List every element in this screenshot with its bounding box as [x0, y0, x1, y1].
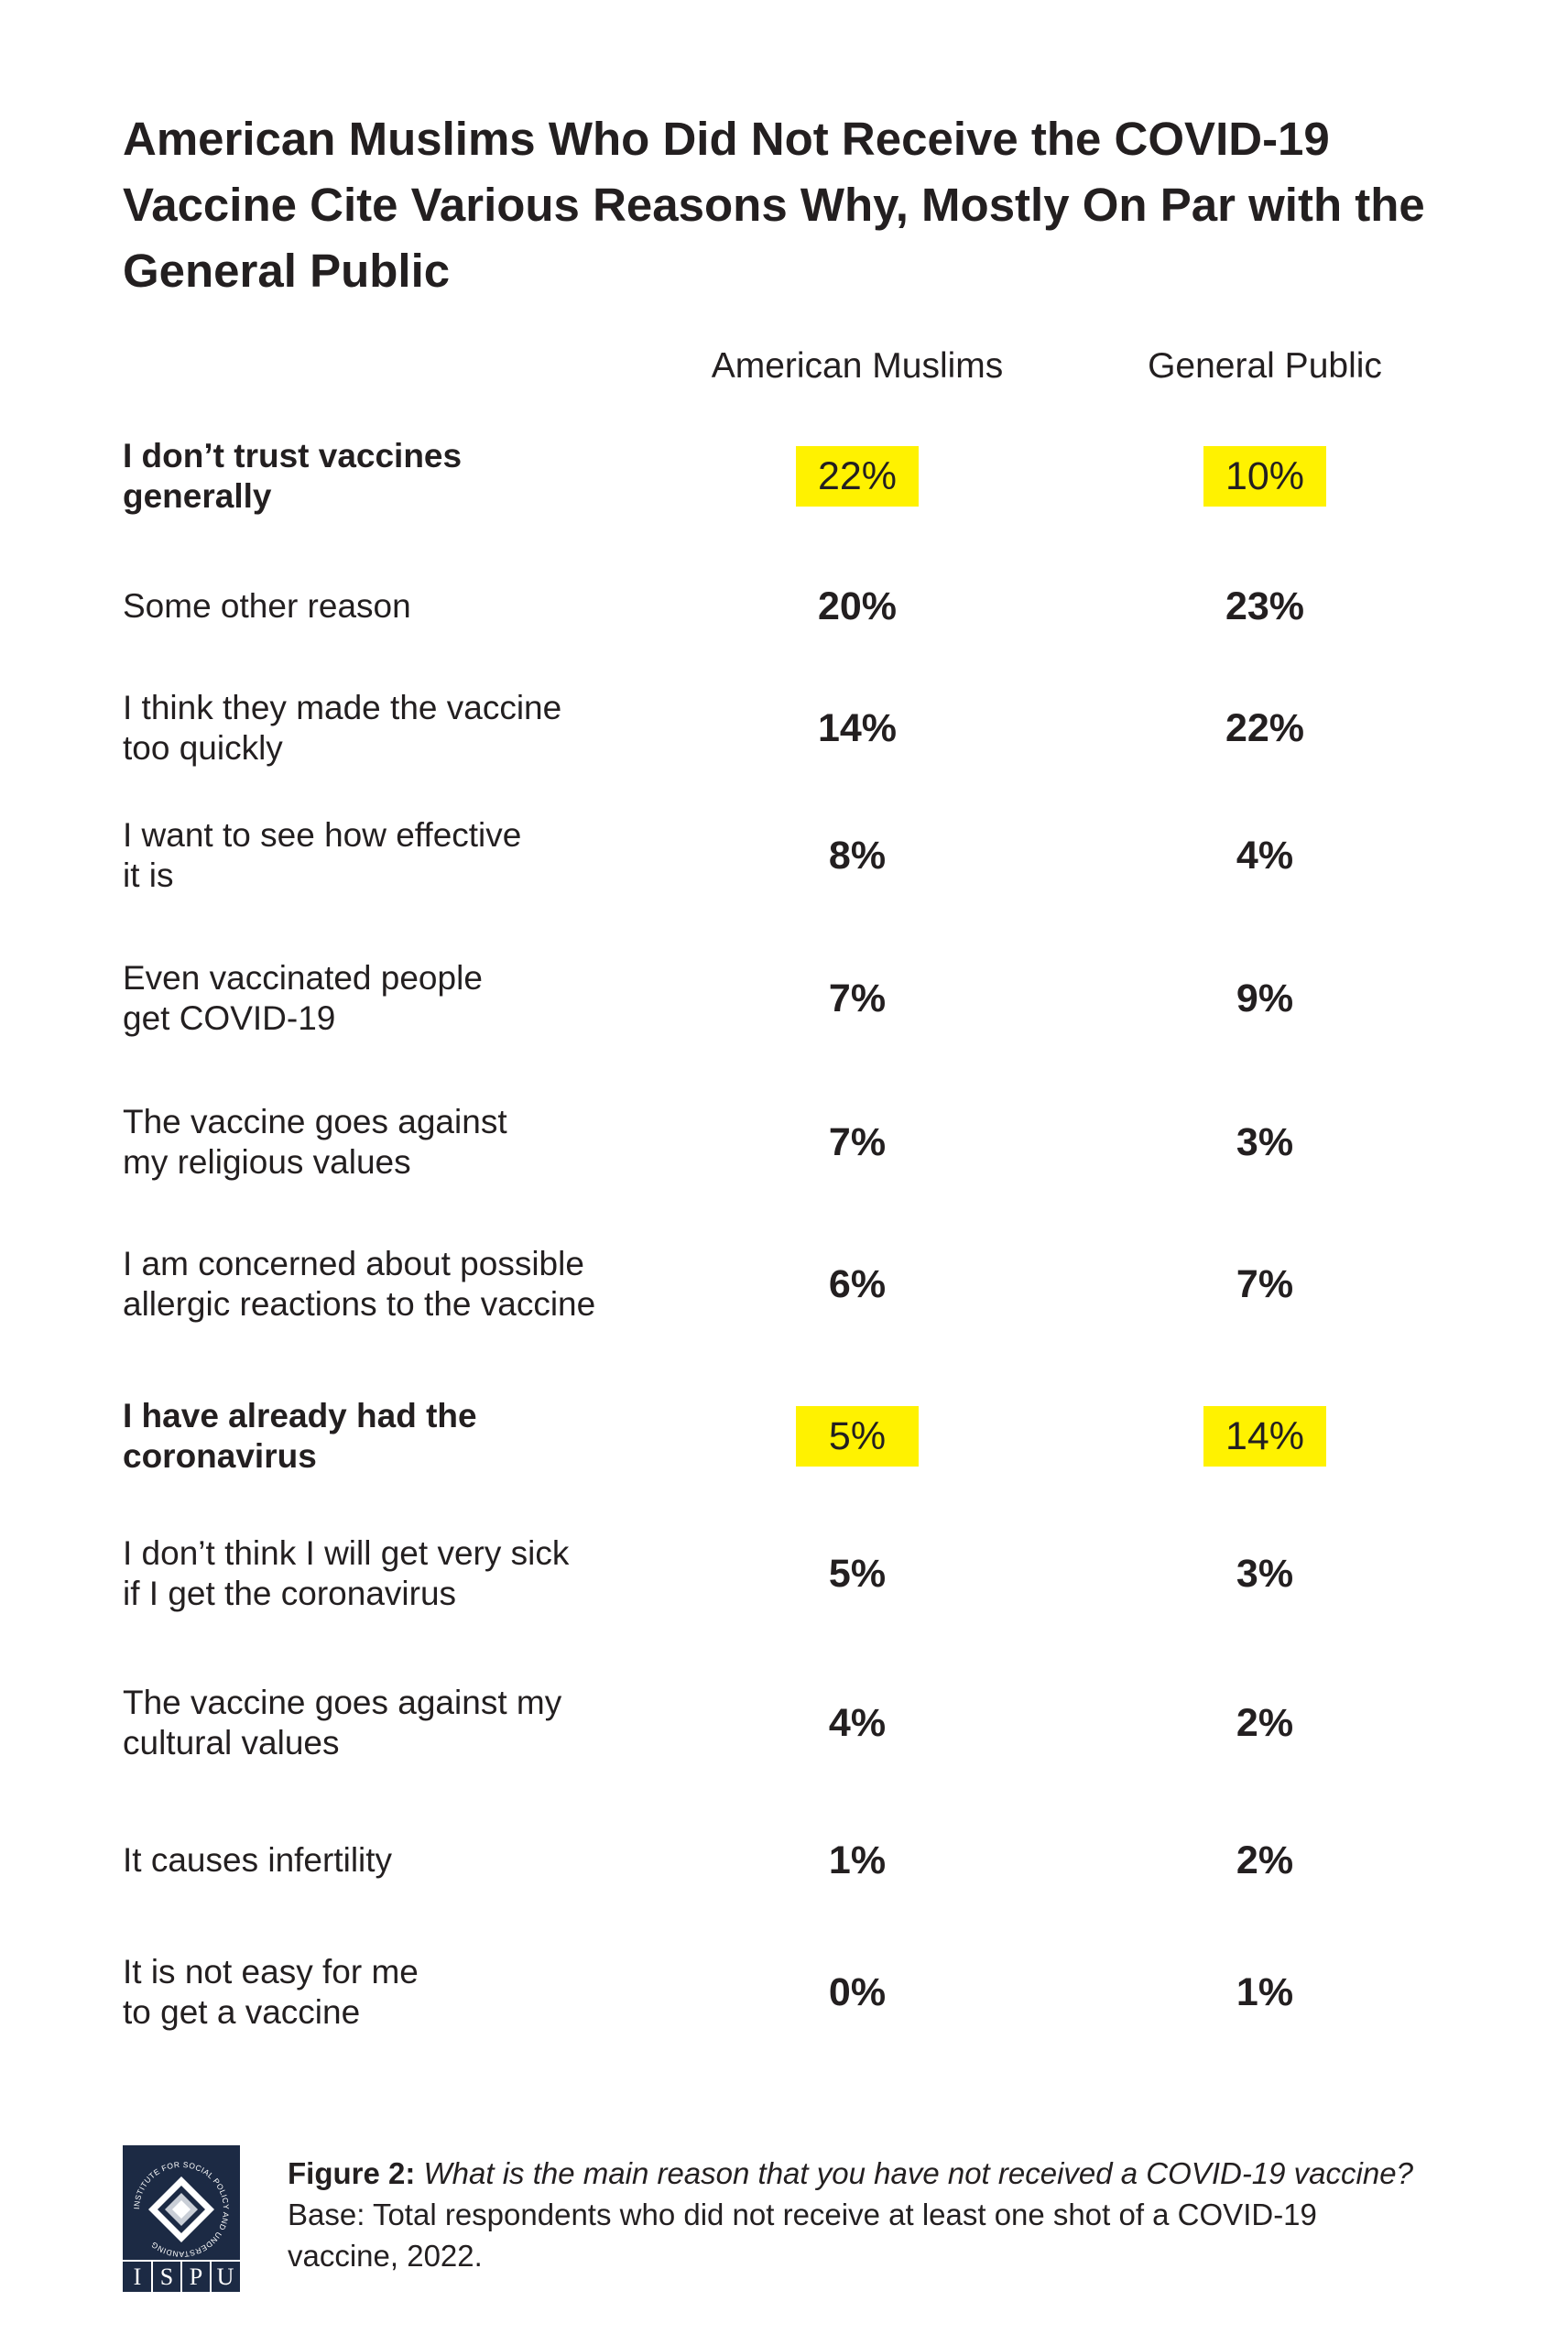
highlighted-value: 22% [796, 446, 919, 507]
value: 7% [828, 976, 887, 1020]
caption: Figure 2: What is the main reason that y… [288, 2153, 1423, 2276]
logo: INSTITUTE FOR SOCIAL POLICY AND UNDERSTA… [123, 2145, 240, 2292]
caption-label: Figure 2: [288, 2156, 416, 2190]
row-label-line: too quickly [123, 729, 283, 767]
row-label-line: I want to see how effective [123, 816, 522, 854]
row-label: The vaccine goes against my religious val… [123, 1102, 709, 1183]
caption-base: Base: Total respondents who did not rece… [288, 2198, 1317, 2273]
value: 7% [1236, 1262, 1294, 1306]
value: 8% [828, 834, 887, 878]
row-label: I think they made the vaccine too quickly [123, 688, 709, 769]
row-label-line: cultural values [123, 1724, 340, 1761]
value: 3% [1236, 1120, 1294, 1164]
value: 20% [817, 584, 898, 628]
logo-letter: I [134, 2263, 142, 2290]
row-label: I don’t trust vaccines generally [123, 436, 709, 517]
row-label-line: I am concerned about possible [123, 1245, 584, 1282]
row-label-line: to get a vaccine [123, 1993, 361, 2031]
highlighted-value: 5% [796, 1406, 919, 1467]
value: 23% [1225, 584, 1305, 628]
row-label-line: Even vaccinated people [123, 959, 483, 997]
value: 4% [1236, 834, 1294, 878]
row-label-line: The vaccine goes against [123, 1103, 507, 1140]
row-label-line: The vaccine goes against my [123, 1684, 562, 1721]
value: 1% [828, 1838, 887, 1882]
row-label: It causes infertility [123, 1840, 709, 1881]
row-label: I want to see how effective it is [123, 815, 709, 896]
value: 2% [1236, 1838, 1294, 1882]
value: 4% [828, 1701, 887, 1745]
row-label-line: allergic reactions to the vaccine [123, 1285, 596, 1323]
row-label-line: get COVID-19 [123, 999, 336, 1037]
value: 9% [1236, 976, 1294, 1020]
column-header: American Muslims [711, 346, 1004, 386]
row-label: I am concerned about possible allergic re… [123, 1244, 709, 1325]
value: 5% [828, 1552, 887, 1596]
highlighted-value: 14% [1203, 1406, 1326, 1467]
row-label: Even vaccinated people get COVID-19 [123, 958, 709, 1039]
caption-question: What is the main reason that you have no… [423, 2156, 1413, 2190]
column-header: General Public [1148, 346, 1382, 386]
row-label-line: my religious values [123, 1143, 411, 1181]
value: 3% [1236, 1552, 1294, 1596]
row-label: Some other reason [123, 586, 709, 627]
value: 2% [1236, 1701, 1294, 1745]
highlighted-value: 10% [1203, 446, 1326, 507]
row-label-line: it is [123, 856, 174, 894]
row-label-line: coronavirus [123, 1437, 317, 1475]
logo-letter: P [190, 2263, 202, 2290]
row-label-line: I don’t trust vaccines [123, 437, 463, 474]
row-label-line: I don’t think I will get very sick [123, 1534, 570, 1572]
logo-letter: S [160, 2263, 173, 2290]
row-label-line: I think they made the vaccine [123, 689, 562, 726]
value: 7% [828, 1120, 887, 1164]
value: 6% [828, 1262, 887, 1306]
logo-letter: U [217, 2263, 234, 2290]
value: 0% [828, 1970, 887, 2014]
row-label-line: if I get the coronavirus [123, 1575, 457, 1612]
row-label-line: I have already had the [123, 1397, 477, 1434]
row-label-line: generally [123, 477, 272, 515]
row-label: The vaccine goes against my cultural valu… [123, 1683, 709, 1763]
row-label: It is not easy for me to get a vaccine [123, 1952, 709, 2033]
row-label-line: Some other reason [123, 587, 411, 625]
row-label: I don’t think I will get very sick if I g… [123, 1533, 709, 1614]
title: American Muslims Who Did Not Receive the… [123, 113, 1425, 297]
row-label-line: It is not easy for me [123, 1953, 419, 1991]
value: 1% [1236, 1970, 1294, 2014]
value: 14% [817, 706, 898, 750]
row-label: I have already had the coronavirus [123, 1396, 709, 1477]
row-label-line: It causes infertility [123, 1841, 393, 1879]
value: 22% [1225, 706, 1305, 750]
logo-diamond [172, 2200, 191, 2219]
